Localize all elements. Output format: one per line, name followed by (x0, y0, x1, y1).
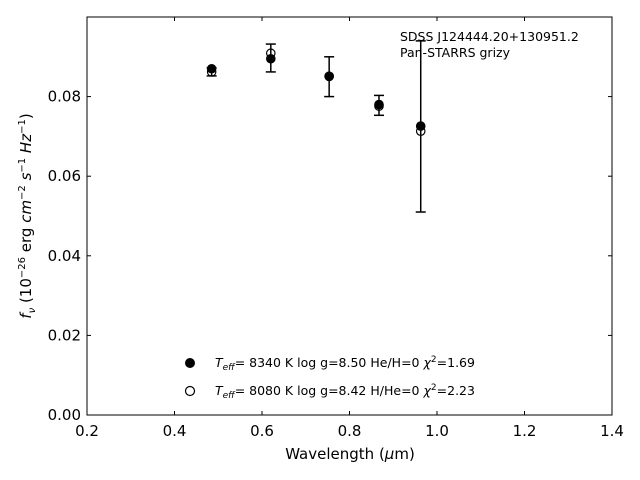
legend-marker-filled (185, 358, 195, 368)
model-point-filled (415, 121, 426, 131)
legend-2-comp: H/He=0 (370, 383, 419, 398)
model-point-open (374, 101, 384, 111)
model-point-open (415, 126, 426, 137)
legend-1-chi: =1.69 (437, 355, 475, 370)
legend-2-chi: =2.23 (437, 383, 475, 398)
axes: 0.2 0.4 0.6 0.8 1.0 1.2 1.4 0.00 0.02 0.04 0.06 0.0… (48, 17, 624, 440)
x-tick-label: 0.4 (163, 422, 187, 440)
x-tick-label: 1.0 (425, 422, 449, 440)
legend-2-teff: 8080 K (249, 383, 294, 398)
y-tick-label: 0.06 (48, 167, 81, 185)
legend: Teff= 8340 K log g=8.50 He/H=0 χ2=1.69 T… (184, 355, 475, 401)
plot-frame (86, 16, 613, 416)
model-point-open (206, 67, 217, 77)
annotation-survey: Pan-STARRS grizy (400, 45, 511, 60)
legend-1-teff: 8340 K (249, 355, 294, 370)
annotation-object-name: SDSS J124444.20+130951.2 (400, 29, 579, 44)
model-point-open (265, 48, 276, 59)
legend-2-logg: log g=8.42 (297, 383, 366, 398)
y-tick-label: 0.08 (48, 88, 81, 106)
model-point-open (324, 71, 334, 82)
legend-1-logg: log g=8.50 (297, 355, 366, 370)
y-tick-label: 0.02 (48, 326, 81, 344)
y-tick-label: 0.04 (48, 247, 81, 265)
x-tick-label: 0.8 (338, 422, 362, 440)
legend-1-comp: He/H=0 (370, 355, 419, 370)
legend-entry-1: Teff= 8340 K log g=8.50 He/H=0 χ2=1.69 (215, 355, 475, 373)
legend-entry-2: Teff= 8080 K log g=8.42 H/He=0 χ2=2.23 (215, 383, 475, 401)
plot-area (206, 40, 426, 213)
legend-marker-open (184, 385, 196, 397)
y-tick-label: 0.00 (48, 406, 81, 424)
model-point-filled (206, 63, 217, 74)
x-axis-label: Wavelength (μm) (285, 445, 415, 463)
x-tick-label: 1.2 (513, 422, 537, 440)
x-tick-label: 1.4 (600, 422, 624, 440)
x-tick-label: 0.2 (75, 422, 99, 440)
x-tick-label: 0.6 (250, 422, 274, 440)
y-axis-label: fν (10−26 erg cm−2 s−1 Hz−1) (17, 113, 38, 318)
